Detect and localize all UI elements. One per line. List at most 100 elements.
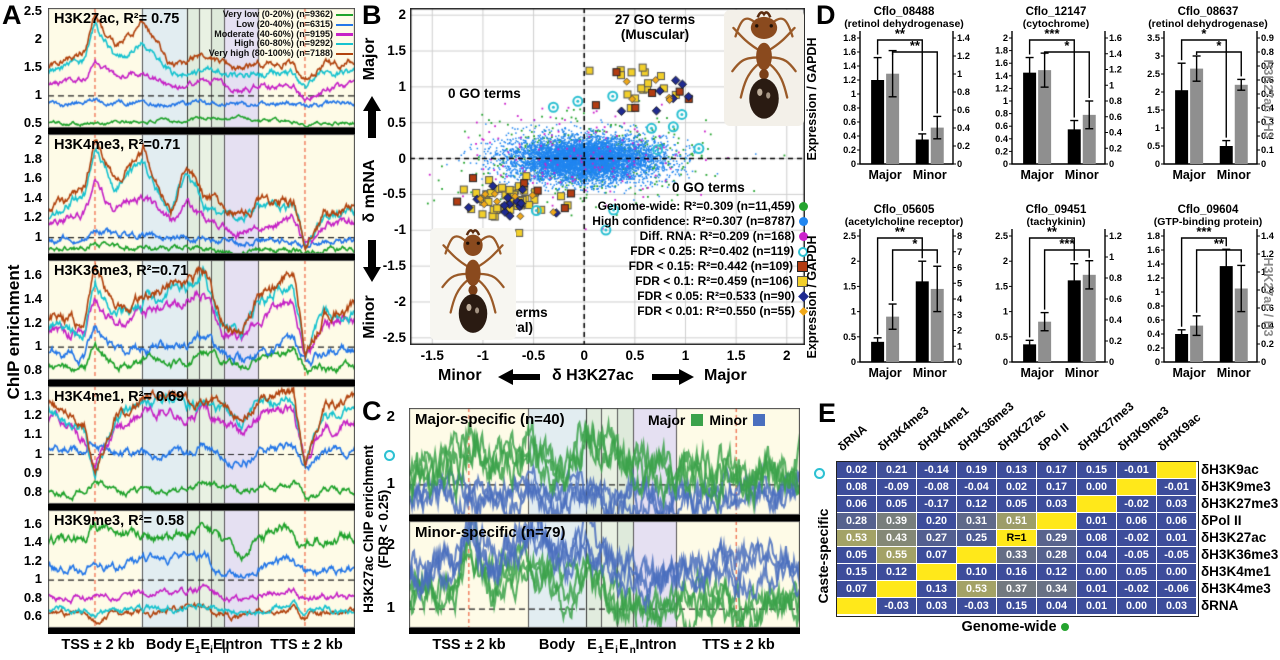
svg-text:***: ***: [1044, 26, 1060, 41]
heatmap-row-label: δH3K9me3: [1201, 479, 1271, 494]
svg-text:0.8: 0.8: [1109, 96, 1122, 106]
y-tick-label: 1.4: [23, 291, 42, 306]
heatmap-cell: 0.07: [837, 581, 876, 597]
legend-label: FDR < 0.01: R²=0.550 (n=55): [637, 304, 795, 318]
svg-text:Minor: Minor: [1065, 168, 1099, 182]
svg-text:0.2: 0.2: [957, 141, 970, 151]
panel-c-ylabel: H3K27ac ChIP enrichment (FDR < 0.25): [361, 445, 391, 613]
plot-title: Major-specific (n=40): [415, 411, 565, 428]
legend-label: FDR < 0.05: R²=0.533 (n=90): [637, 289, 795, 303]
xaxis-major-label: Major: [704, 367, 747, 384]
svg-text:2: 2: [1003, 256, 1008, 266]
caste-specific-icon-e: [814, 468, 825, 479]
legend-item: Genome-wide: R²=0.309 (n=11,459): [598, 199, 808, 214]
svg-text:1: 1: [1109, 80, 1114, 90]
legend-item: FDR < 0.01: R²=0.550 (n=55): [637, 304, 808, 319]
xaxis-body-c: Body: [538, 637, 576, 653]
gene-bar-chart-Cflo_09451: Cflo_09451(tachykinin) 0 0.5 1 1.5 2 2.5 0 0.2 0.…: [995, 204, 1123, 380]
svg-text:0.2: 0.2: [1109, 143, 1122, 153]
caste-specific-icon: [384, 450, 395, 461]
panel-b-legend: Genome-wide: R²=0.309 (n=11,459) High con…: [520, 199, 809, 319]
svg-text:**: **: [1047, 224, 1058, 239]
svg-text:1.4: 1.4: [1147, 259, 1161, 269]
svg-text:8: 8: [957, 231, 962, 241]
panel-c-axis-bar: [409, 628, 800, 634]
svg-text:0.5: 0.5: [995, 332, 1008, 342]
svg-text:0: 0: [1109, 159, 1114, 169]
heatmap-cell: -0.03: [957, 598, 996, 614]
svg-text:0.6: 0.6: [1109, 294, 1122, 304]
heatmap-cell: 0.00: [1157, 564, 1196, 580]
legend-item: Very low (0-20%) (n=9362): [222, 9, 353, 20]
xaxis-tss: TSS ± 2 kb: [61, 637, 135, 653]
svg-text:0.5: 0.5: [843, 332, 856, 342]
svg-text:(GTP-binding protein): (GTP-binding protein): [1154, 216, 1262, 228]
minor-ant-photo: [430, 228, 516, 340]
xaxis-exons: E1EiEn: [185, 637, 229, 656]
svg-text:0.2: 0.2: [1109, 336, 1122, 346]
svg-text:0.4: 0.4: [843, 131, 857, 141]
heatmap-cell: [1037, 513, 1076, 529]
svg-text:(acetylcholine receptor): (acetylcholine receptor): [845, 216, 963, 228]
svg-text:1: 1: [1261, 267, 1266, 277]
gene-bar-chart-Cflo_08488: Cflo_08488(retinol dehydrogenase) 0 0.2 0.4…: [843, 6, 971, 182]
legend-label: Very low (0-20%) (n=9362): [222, 9, 333, 19]
heatmap-cell: -0.08: [917, 479, 956, 495]
plot-title: H3K27ac, R²= 0.75: [54, 11, 180, 27]
y-tick-label: 1.2: [23, 209, 42, 225]
heatmap-cell: 0.12: [957, 496, 996, 512]
svg-text:(cytochrome): (cytochrome): [1023, 18, 1090, 30]
h3k27ac-h3-label: H3K27ac / H3: [1261, 257, 1275, 337]
svg-text:2: 2: [957, 326, 962, 336]
svg-text:0: 0: [851, 159, 856, 169]
xaxis-intron-c: Intron: [635, 637, 677, 653]
legend-marker: [799, 217, 808, 226]
svg-text:0.8: 0.8: [1261, 285, 1274, 295]
panel-b-label: B: [362, 0, 382, 30]
svg-text:Minor: Minor: [913, 366, 947, 380]
heatmap-cell: 0.06: [837, 496, 876, 512]
svg-text:Major: Major: [1172, 366, 1205, 380]
svg-text:1.8: 1.8: [843, 33, 856, 43]
legend-swatch: [336, 52, 353, 56]
svg-text:4: 4: [957, 294, 963, 304]
svg-text:Minor: Minor: [913, 168, 947, 182]
panel-a-separator: [48, 254, 355, 260]
svg-text:1: 1: [1109, 252, 1114, 262]
heatmap-cell: -0.17: [917, 496, 956, 512]
svg-text:*: *: [1216, 38, 1222, 53]
legend-swatch: [336, 33, 353, 36]
svg-text:0.8: 0.8: [1147, 301, 1160, 311]
heatmap-cell: -0.01: [1117, 462, 1156, 478]
y-tick-label: 2: [386, 408, 395, 426]
gene-bar-chart-Cflo_08637: Cflo_08637(retinol dehydrogenase) 0 0.5 1 1.…: [1147, 6, 1275, 182]
xaxis-exons-c: E1EiEn: [587, 637, 637, 656]
svg-text:0.5: 0.5: [1147, 141, 1160, 151]
heatmap-cell: 0.33: [997, 547, 1036, 563]
heatmap-col-header: δPol II: [1035, 420, 1072, 454]
heatmap-cell: -0.02: [1117, 530, 1156, 546]
legend-marker: [797, 261, 808, 272]
svg-text:0: 0: [957, 357, 962, 367]
svg-text:0.2: 0.2: [995, 146, 1008, 156]
panel-a-axis-bar: [48, 628, 355, 634]
heatmap-cell: 0.03: [1157, 496, 1196, 512]
heatmap-cell: 0.05: [997, 496, 1036, 512]
svg-text:Cflo_08488: Cflo_08488: [874, 6, 935, 18]
right-arrow-icon: [652, 369, 694, 385]
heatmap-row-label: δH3K27ac: [1201, 530, 1267, 545]
heatmap-cell: [1117, 479, 1156, 495]
heatmap-cell: 0.29: [1037, 530, 1076, 546]
y-tick-label: 2: [398, 7, 406, 23]
panel-c-separator: [409, 515, 800, 521]
y-tick-label: 1.3: [23, 388, 42, 404]
heatmap-cell: -0.05: [1117, 547, 1156, 563]
panel-a-separator: [48, 504, 355, 510]
legend-label: FDR < 0.1: R²=0.459 (n=106): [635, 274, 793, 288]
heatmap-cell: 0.05: [877, 496, 916, 512]
y-tick-label: 2: [386, 536, 395, 554]
y-tick-label: 1: [34, 86, 42, 102]
panel-e-label: E: [818, 398, 837, 428]
legend-item: FDR < 0.25: R²=0.402 (n=119): [630, 244, 808, 259]
svg-text:0.6: 0.6: [843, 117, 856, 127]
